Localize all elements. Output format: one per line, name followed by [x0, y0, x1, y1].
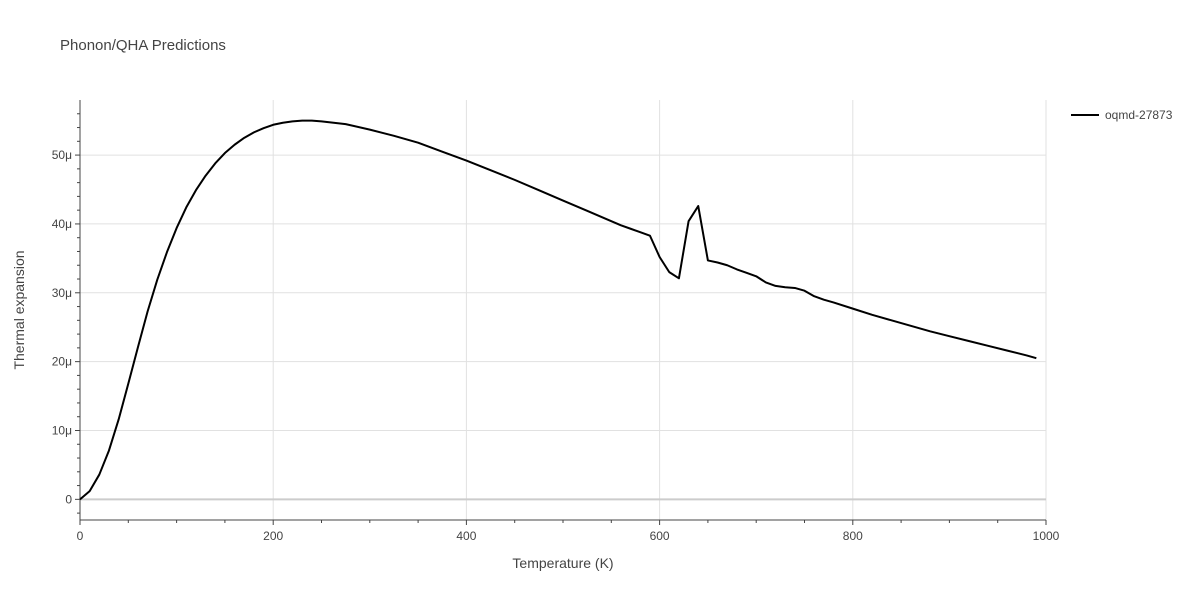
y-tick-label: 50μ — [52, 148, 72, 162]
gridlines — [80, 100, 1047, 520]
series-layer — [79, 119, 1037, 501]
series-line[interactable] — [79, 119, 1037, 501]
tick-labels: 0 200 400 600 800 1000 0 10μ 20μ 30μ 40μ 50μ — [52, 148, 1060, 543]
x-axis-title: Temperature (K) — [512, 555, 613, 571]
y-tick-label: 40μ — [52, 217, 72, 231]
y-tick-label: 0 — [65, 492, 72, 506]
legend[interactable]: oqmd-27873 — [1071, 108, 1173, 122]
x-tick-label: 1000 — [1033, 529, 1060, 543]
y-tick-label: 20μ — [52, 355, 72, 369]
x-tick-label: 200 — [263, 529, 283, 543]
x-tick-label: 600 — [650, 529, 670, 543]
x-tick-label: 400 — [456, 529, 476, 543]
axes — [75, 100, 1047, 525]
y-tick-label: 10μ — [52, 423, 72, 437]
x-tick-label: 0 — [77, 529, 84, 543]
y-tick-label: 30μ — [52, 286, 72, 300]
legend-label: oqmd-27873 — [1105, 108, 1173, 122]
x-tick-label: 800 — [843, 529, 863, 543]
y-axis-title: Thermal expansion — [11, 250, 27, 369]
chart-title: Phonon/QHA Predictions — [60, 37, 226, 54]
